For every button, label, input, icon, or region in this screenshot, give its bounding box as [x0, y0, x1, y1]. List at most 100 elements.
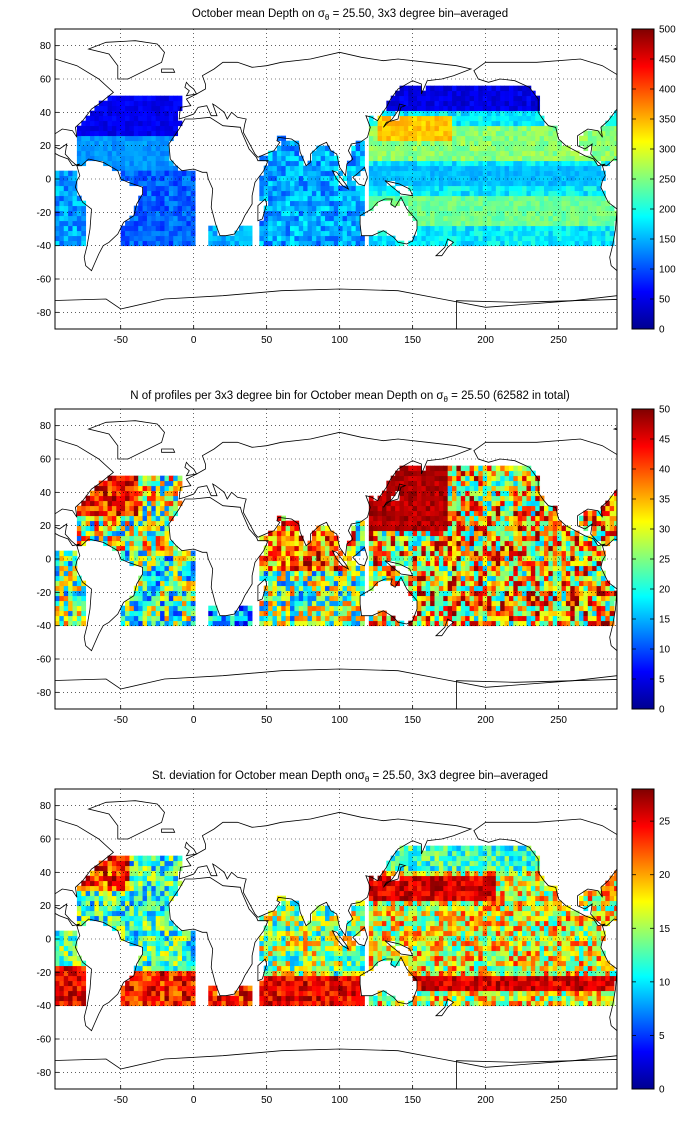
data-bin	[321, 221, 326, 226]
data-bin	[483, 561, 488, 566]
data-bin	[400, 176, 405, 181]
data-bin	[448, 191, 453, 196]
data-bin	[391, 176, 396, 181]
data-bin	[112, 101, 117, 106]
data-bin	[575, 196, 580, 201]
data-bin	[430, 526, 435, 531]
data-bin	[421, 606, 426, 611]
data-bin	[308, 186, 313, 191]
data-bin	[81, 216, 86, 221]
data-bin	[439, 116, 444, 121]
data-bin	[487, 171, 492, 176]
data-bin	[68, 211, 73, 216]
data-bin	[334, 611, 339, 616]
data-bin	[64, 596, 69, 601]
data-bin	[509, 536, 514, 541]
data-bin	[465, 481, 470, 486]
data-bin	[430, 501, 435, 506]
data-bin	[452, 151, 457, 156]
data-bin	[277, 616, 282, 621]
data-bin	[186, 191, 191, 196]
data-bin	[505, 601, 510, 606]
data-bin	[527, 471, 532, 476]
data-bin	[400, 551, 405, 556]
data-bin	[125, 121, 130, 126]
data-bin	[435, 191, 440, 196]
data-bin	[413, 86, 418, 91]
data-bin	[426, 611, 431, 616]
data-bin	[325, 201, 330, 206]
data-bin	[452, 571, 457, 576]
data-bin	[316, 201, 321, 206]
data-bin	[465, 236, 470, 241]
data-bin	[169, 591, 174, 596]
data-bin	[347, 206, 352, 211]
data-bin	[169, 601, 174, 606]
data-bin	[404, 126, 409, 131]
data-bin	[55, 191, 60, 196]
data-bin	[77, 206, 82, 211]
data-bin	[121, 501, 126, 506]
data-bin	[509, 531, 514, 536]
data-bin	[303, 186, 308, 191]
data-bin	[286, 621, 291, 626]
data-bin	[156, 146, 161, 151]
data-bin	[588, 226, 593, 231]
data-bin	[138, 226, 143, 231]
data-bin	[281, 531, 286, 536]
data-bin	[456, 471, 461, 476]
data-bin	[321, 561, 326, 566]
data-bin	[134, 111, 139, 116]
data-bin	[513, 481, 518, 486]
data-bin	[535, 216, 540, 221]
data-bin	[443, 136, 448, 141]
data-bin	[531, 236, 536, 241]
data-bin	[103, 106, 108, 111]
data-bin	[191, 181, 196, 186]
data-bin	[500, 601, 505, 606]
data-bin	[404, 466, 409, 471]
data-bin	[522, 236, 527, 241]
data-bin	[121, 531, 126, 536]
data-bin	[121, 131, 126, 136]
data-bin	[470, 121, 475, 126]
data-bin	[73, 606, 78, 611]
data-bin	[125, 166, 130, 171]
data-bin	[400, 161, 405, 166]
data-bin	[77, 581, 82, 586]
data-bin	[373, 566, 378, 571]
data-bin	[156, 611, 161, 616]
data-bin	[435, 601, 440, 606]
data-bin	[544, 521, 549, 526]
data-bin	[351, 151, 356, 156]
data-bin	[562, 201, 567, 206]
data-bin	[312, 586, 317, 591]
data-bin	[566, 166, 571, 171]
data-bin	[487, 516, 492, 521]
data-bin	[64, 191, 69, 196]
data-bin	[239, 241, 244, 246]
data-bin	[522, 121, 527, 126]
data-bin	[487, 521, 492, 526]
data-bin	[268, 221, 273, 226]
data-bin	[143, 126, 148, 131]
data-bin	[465, 141, 470, 146]
data-bin	[404, 501, 409, 506]
data-bin	[566, 161, 571, 166]
data-bin	[400, 171, 405, 176]
data-bin	[325, 176, 330, 181]
data-bin	[448, 491, 453, 496]
data-bin	[588, 231, 593, 236]
data-bin	[316, 161, 321, 166]
data-bin	[483, 516, 488, 521]
data-bin	[169, 616, 174, 621]
data-bin	[143, 181, 148, 186]
data-bin	[103, 506, 108, 511]
data-bin	[487, 566, 492, 571]
data-bin	[443, 471, 448, 476]
data-bin	[259, 601, 264, 606]
data-bin	[483, 586, 488, 591]
data-bin	[535, 506, 540, 511]
data-bin	[116, 506, 121, 511]
data-bin	[491, 531, 496, 536]
